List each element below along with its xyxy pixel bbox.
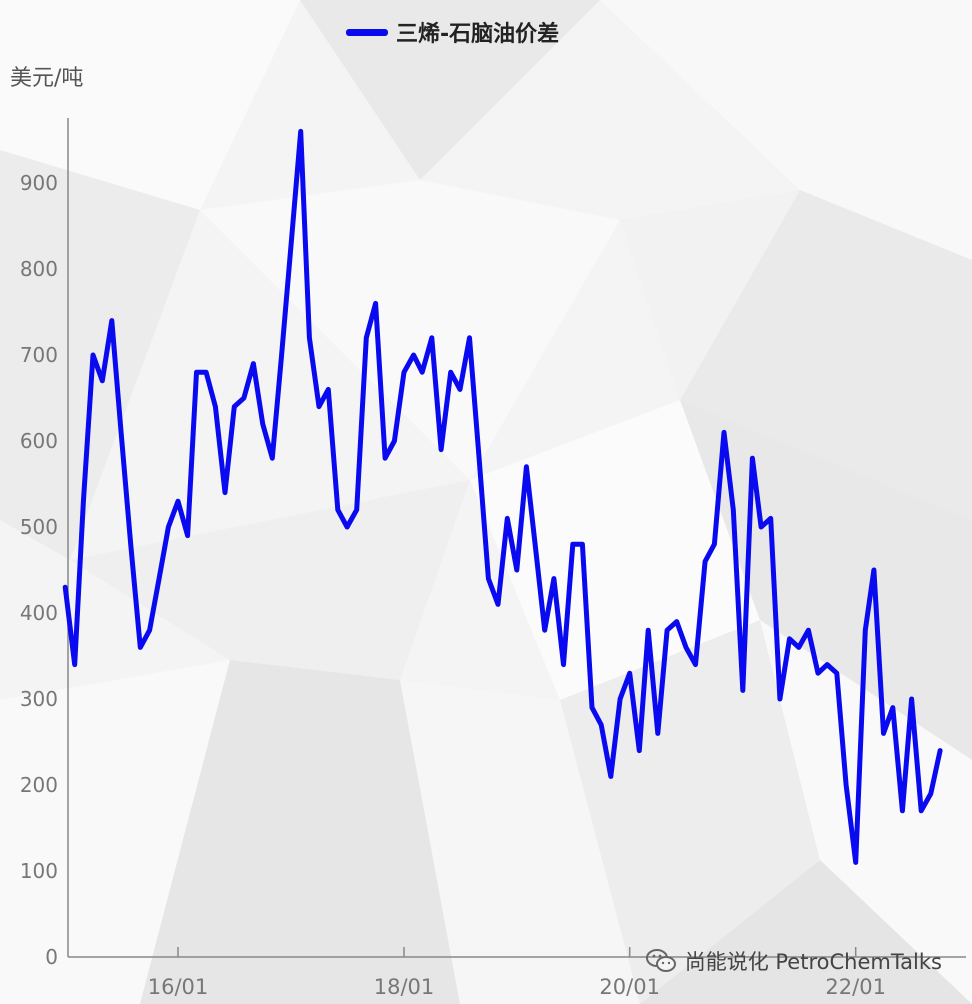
- legend-label: 三烯-石脑油价差: [396, 22, 560, 47]
- x-tick-label: 18/01: [374, 975, 435, 999]
- y-tick-labels: 0 100 200 300 400 500 600 700 800 900: [20, 171, 58, 969]
- y-tick-label: 500: [20, 515, 58, 539]
- series-line: [62, 128, 943, 865]
- y-tick-label: 400: [20, 601, 58, 625]
- watermark: 尚能说化 PetroChemTalks: [645, 946, 942, 976]
- y-tick-label: 300: [20, 687, 58, 711]
- wechat-icon: [645, 949, 676, 972]
- series-lines: [62, 128, 943, 865]
- x-tick-label: 22/01: [825, 975, 886, 999]
- y-tick-label: 100: [20, 859, 58, 883]
- y-tick-label: 900: [20, 171, 58, 195]
- y-tick-label: 700: [20, 343, 58, 367]
- legend: 三烯-石脑油价差: [346, 16, 559, 48]
- legend-swatch: [346, 28, 388, 36]
- y-tick-label: 600: [20, 429, 58, 453]
- y-axis-unit-label: 美元/吨: [10, 66, 84, 91]
- watermark-text: 尚能说化 PetroChemTalks: [684, 950, 942, 974]
- y-tick-label: 800: [20, 257, 58, 281]
- y-tick-label: 200: [20, 773, 58, 797]
- x-tick-label: 16/01: [148, 975, 209, 999]
- x-tick-label: 20/01: [599, 975, 660, 999]
- y-tick-label: 0: [45, 945, 58, 969]
- x-tick-labels: 16/01 18/01 20/01 22/01: [148, 947, 886, 999]
